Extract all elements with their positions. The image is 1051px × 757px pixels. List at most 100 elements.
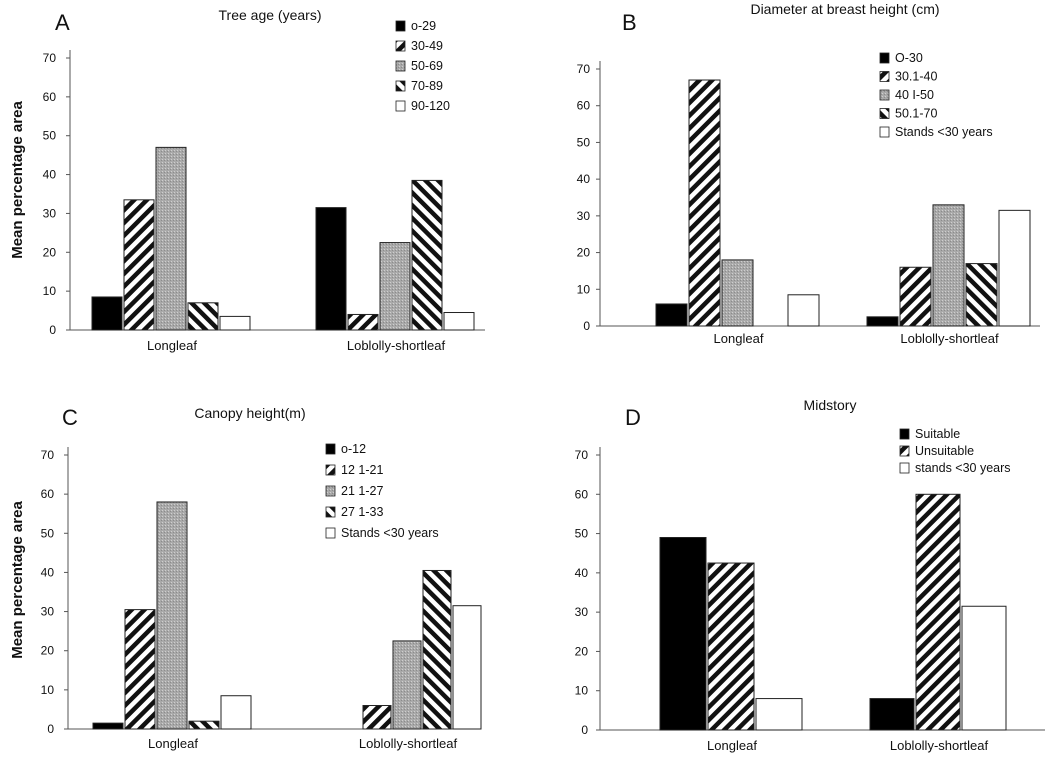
- legend-label: 27 1-33: [341, 505, 383, 519]
- bar-a-longleaf-1: [123, 199, 155, 331]
- legend-label: 21 1-27: [341, 484, 383, 498]
- y-tick-label: 50: [575, 527, 589, 541]
- legend-swatch: [879, 108, 890, 119]
- y-tick-label: 0: [49, 323, 56, 337]
- y-tick-label: 0: [581, 723, 588, 737]
- y-axis-label-top: Mean percentage area: [9, 101, 26, 259]
- legend-label: 30-49: [411, 39, 443, 53]
- legend-label: 12 1-21: [341, 463, 383, 477]
- y-tick-label: 20: [577, 246, 591, 260]
- chart-title-c: Canopy height(m): [194, 405, 305, 421]
- y-tick-label: 60: [43, 90, 57, 104]
- legend-swatch: [879, 89, 890, 101]
- bar-a-loblolly-0: [315, 207, 347, 331]
- bar-b-loblolly-4: [998, 209, 1031, 327]
- legend-swatch: [879, 52, 890, 64]
- bar-c-longleaf-0: [92, 722, 124, 730]
- y-tick-label: 10: [577, 282, 591, 296]
- panel-letter-b: B: [622, 10, 637, 35]
- legend-label: o-12: [341, 442, 366, 456]
- legend-swatch: [395, 20, 406, 32]
- bar-c-loblolly-2: [392, 640, 422, 730]
- legend-swatch: [899, 445, 910, 457]
- bar-c-loblolly-4: [452, 605, 482, 730]
- chart-title-a: Tree age (years): [219, 7, 322, 23]
- y-tick-label: 0: [583, 319, 590, 333]
- legend-label: 50-69: [411, 59, 443, 73]
- bar-a-loblolly-4: [443, 312, 475, 331]
- y-tick-label: 50: [43, 129, 57, 143]
- y-tick-label: 60: [575, 487, 589, 501]
- bar-b-loblolly-1: [899, 266, 932, 327]
- y-tick-label: 40: [577, 172, 591, 186]
- panel-a: A Tree age (years) 0 10 20 30 40 50 60 70 Longleaf…: [43, 7, 485, 353]
- chart-title-d: Midstory: [804, 397, 857, 413]
- legend-label: 50.1-70: [895, 107, 937, 121]
- bar-c-loblolly-1: [362, 705, 392, 730]
- legend-label: 90-120: [411, 99, 450, 113]
- y-tick-label: 20: [575, 644, 589, 658]
- x-category-label: Loblolly-shortleaf: [890, 738, 989, 753]
- legend-swatch: [395, 40, 406, 52]
- bar-d-longleaf-0: [659, 537, 707, 731]
- y-tick-label: 70: [41, 448, 55, 462]
- y-tick-label: 70: [577, 62, 591, 76]
- legend-label: o-29: [411, 19, 436, 33]
- bar-b-longleaf-4: [787, 294, 820, 327]
- x-category-label: Loblolly-shortleaf: [900, 331, 999, 346]
- y-tick-label: 40: [41, 565, 55, 579]
- legend-swatch: [395, 60, 406, 72]
- panel-letter-c: C: [62, 405, 78, 430]
- bar-c-longleaf-4: [220, 695, 252, 730]
- legend-label: Stands <30 years: [895, 125, 993, 139]
- y-tick-label: 70: [43, 51, 57, 65]
- y-tick-label: 30: [575, 605, 589, 619]
- bar-b-loblolly-0: [866, 316, 899, 327]
- bar-c-longleaf-3: [188, 720, 220, 730]
- legend-swatch: [325, 506, 336, 518]
- x-category-label: Longleaf: [714, 331, 764, 346]
- bar-b-loblolly-2: [932, 204, 965, 327]
- legend-label: Unsuitable: [915, 444, 974, 458]
- y-tick-label: 60: [41, 487, 55, 501]
- panel-d: D Midstory 0 10 20 30 40 50 60 70 Longleaf Loblolly…: [575, 397, 1045, 753]
- bar-d-loblolly-2: [961, 605, 1007, 731]
- bar-b-longleaf-0: [655, 303, 688, 327]
- legend-swatch: [325, 485, 336, 497]
- legend-swatch: [899, 462, 910, 474]
- legend-label: 30.1-40: [895, 70, 937, 84]
- bar-d-longleaf-2: [755, 698, 803, 731]
- legend-swatch: [325, 443, 336, 455]
- bar-b-longleaf-2: [721, 259, 754, 327]
- bar-d-longleaf-1: [707, 562, 755, 731]
- legend-label: Stands <30 years: [341, 526, 439, 540]
- y-tick-label: 10: [575, 684, 589, 698]
- y-tick-label: 10: [41, 683, 55, 697]
- legend-label: 70-89: [411, 79, 443, 93]
- legend-swatch: [395, 80, 406, 92]
- bar-a-loblolly-1: [347, 313, 379, 331]
- panel-b: B Diameter at breast height (cm) 0 10 20 30 40…: [577, 1, 1040, 346]
- y-tick-label: 50: [577, 135, 591, 149]
- y-tick-label: 30: [577, 209, 591, 223]
- panel-letter-a: A: [55, 10, 70, 35]
- legend-swatch: [879, 71, 890, 82]
- bar-d-loblolly-0: [869, 698, 915, 731]
- y-tick-label: 40: [575, 566, 589, 580]
- y-tick-label: 0: [47, 722, 54, 736]
- bar-b-longleaf-1: [688, 79, 721, 327]
- panel-letter-d: D: [625, 405, 641, 430]
- legend-label: 40 I-50: [895, 88, 934, 102]
- chart-title-b: Diameter at breast height (cm): [750, 1, 939, 17]
- legend-swatch: [325, 464, 336, 476]
- bar-a-longleaf-0: [91, 296, 123, 331]
- y-tick-label: 40: [43, 168, 57, 182]
- y-tick-label: 50: [41, 526, 55, 540]
- x-category-label: Longleaf: [148, 736, 198, 751]
- x-category-label: Loblolly-shortleaf: [359, 736, 458, 751]
- x-category-label: Longleaf: [147, 338, 197, 353]
- y-axis-label-bottom: Mean percentage area: [9, 501, 26, 659]
- bar-d-loblolly-1: [915, 493, 961, 731]
- bar-a-longleaf-3: [187, 302, 219, 331]
